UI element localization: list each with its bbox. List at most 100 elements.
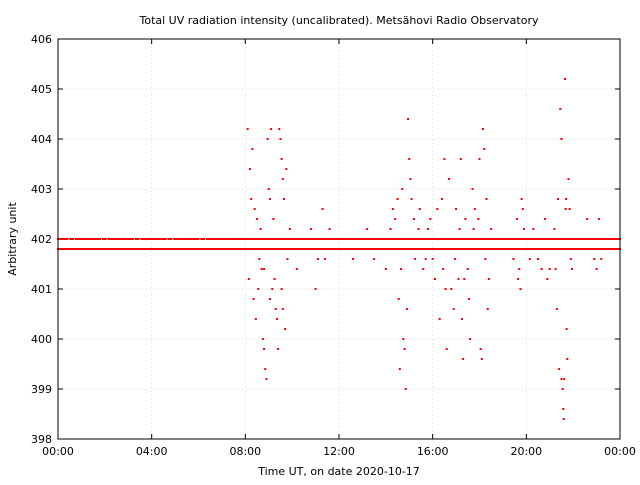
data-point <box>109 238 112 240</box>
data-point <box>519 288 522 290</box>
data-point <box>81 238 84 240</box>
data-point <box>380 248 383 250</box>
data-point <box>562 408 565 410</box>
data-point <box>436 208 439 210</box>
data-point <box>391 208 394 210</box>
data-point <box>565 328 568 330</box>
data-point <box>521 208 524 210</box>
data-point <box>189 238 192 240</box>
data-point <box>520 198 523 200</box>
data-point <box>359 248 362 250</box>
data-point <box>444 288 447 290</box>
data-point <box>321 208 324 210</box>
data-point <box>477 218 480 220</box>
data-point <box>540 268 543 270</box>
data-point <box>525 248 528 250</box>
data-point <box>316 258 319 260</box>
data-point <box>62 238 65 240</box>
data-point <box>412 218 415 220</box>
y-tick-label: 403 <box>31 183 52 196</box>
data-point <box>59 238 62 240</box>
data-point <box>259 228 262 230</box>
data-point <box>156 238 159 240</box>
data-point <box>409 178 412 180</box>
data-point <box>559 108 562 110</box>
data-point <box>486 308 489 310</box>
data-point <box>285 168 288 170</box>
data-point <box>459 158 462 160</box>
data-point <box>576 248 579 250</box>
data-point <box>389 228 392 230</box>
data-point <box>273 278 276 280</box>
data-point <box>190 238 193 240</box>
data-point <box>483 148 486 150</box>
data-point <box>95 238 98 240</box>
y-axis-label: Arbitrary unit <box>6 202 19 276</box>
data-point <box>309 228 312 230</box>
axes: 00:00 04:00 08:00 12:00 16:00 20:00 00:0039839… <box>31 33 636 458</box>
data-point <box>458 228 461 230</box>
data-point <box>256 218 259 220</box>
data-point <box>562 418 565 420</box>
data-point <box>485 198 488 200</box>
data-point <box>453 258 456 260</box>
data-point <box>142 238 145 240</box>
data-point <box>396 198 399 200</box>
data-point <box>151 238 154 240</box>
data-point <box>482 128 485 130</box>
y-tick-label: 401 <box>31 283 52 296</box>
data-point <box>556 198 559 200</box>
data-point <box>57 238 60 240</box>
data-point <box>522 228 525 230</box>
data-point <box>314 288 317 290</box>
data-point <box>593 258 596 260</box>
data-point <box>279 138 282 140</box>
data-point <box>414 258 417 260</box>
data-point <box>403 348 406 350</box>
data-point <box>263 268 266 270</box>
data-point <box>274 308 277 310</box>
data-point <box>404 388 407 390</box>
data-point <box>278 128 281 130</box>
data-point <box>450 288 453 290</box>
data-point <box>277 348 280 350</box>
x-axis-label: Time UT, on date 2020-10-17 <box>257 465 420 478</box>
data-point <box>197 238 200 240</box>
data-point <box>114 238 117 240</box>
data-point <box>415 248 418 250</box>
data-point <box>252 298 255 300</box>
data-point <box>565 198 568 200</box>
data-point <box>460 318 463 320</box>
data-point <box>431 258 434 260</box>
data-point <box>261 338 264 340</box>
data-point <box>480 358 483 360</box>
data-point <box>280 288 283 290</box>
data-point <box>302 248 305 250</box>
data-point <box>398 368 401 370</box>
data-point <box>280 158 283 160</box>
data-point <box>569 258 572 260</box>
data-point <box>401 188 404 190</box>
chart-title: Total UV radiation intensity (uncalibrat… <box>139 14 539 27</box>
data-point <box>407 118 410 120</box>
data-point <box>271 288 274 290</box>
data-point <box>160 238 163 240</box>
data-point <box>265 378 268 380</box>
data-point <box>466 268 469 270</box>
data-point <box>517 278 520 280</box>
data-point <box>429 218 432 220</box>
data-point <box>184 238 187 240</box>
data-point <box>553 228 556 230</box>
data-point <box>570 268 573 270</box>
data-point <box>250 198 253 200</box>
y-tick-label: 400 <box>31 333 52 346</box>
data-point <box>441 198 444 200</box>
data-point <box>408 158 411 160</box>
data-point <box>548 268 551 270</box>
data-point <box>595 268 598 270</box>
data-point <box>295 268 298 270</box>
data-point <box>266 138 269 140</box>
data-point <box>515 218 518 220</box>
x-tick-label: 04:00 <box>136 445 168 458</box>
data-point <box>463 278 466 280</box>
